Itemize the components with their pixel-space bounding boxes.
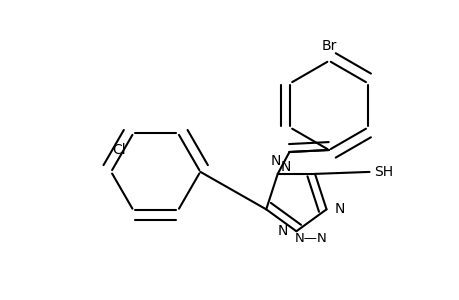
Text: N: N	[334, 202, 344, 216]
Text: Br: Br	[321, 39, 336, 53]
Text: Cl: Cl	[112, 143, 125, 157]
Text: N—N: N—N	[294, 232, 327, 244]
Text: N: N	[278, 224, 288, 238]
Text: N: N	[280, 160, 290, 174]
Text: N: N	[270, 154, 280, 168]
Text: SH: SH	[374, 165, 393, 179]
